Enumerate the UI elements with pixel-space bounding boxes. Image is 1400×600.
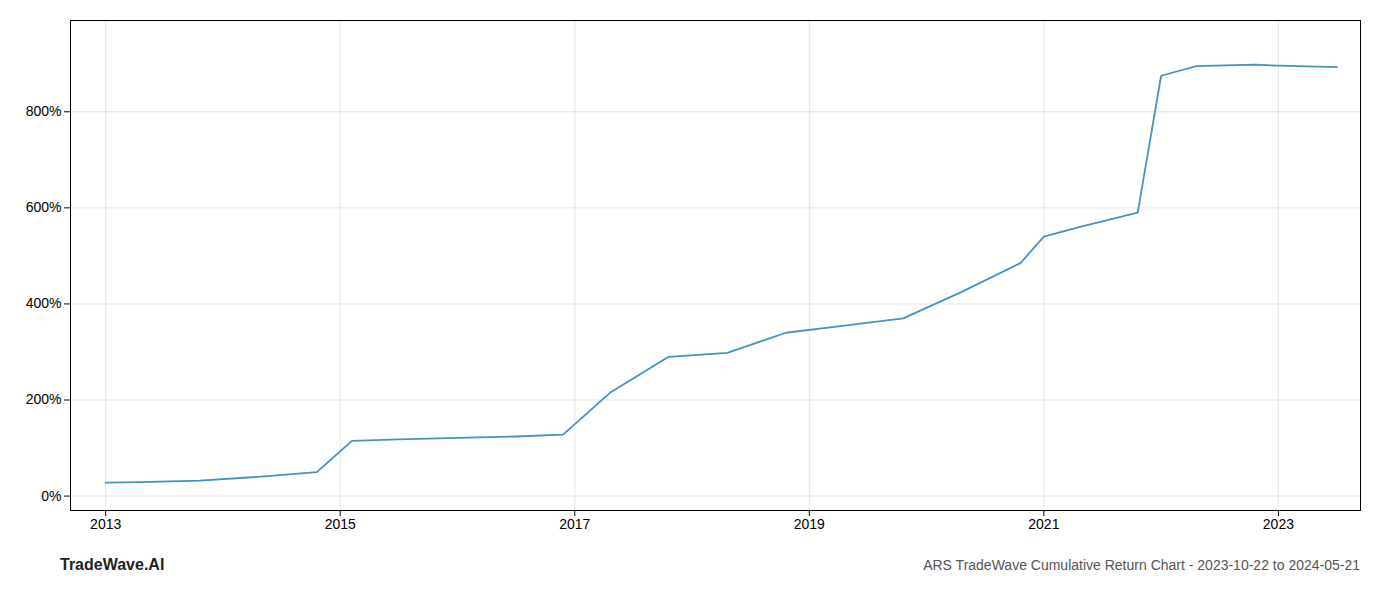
svg-text:600%: 600% xyxy=(26,199,62,215)
svg-text:800%: 800% xyxy=(26,103,62,119)
svg-text:2017: 2017 xyxy=(559,516,590,532)
svg-text:2021: 2021 xyxy=(1028,516,1059,532)
html-text:TradeWave.AI: TradeWave.AI xyxy=(60,556,165,573)
svg-text:0%: 0% xyxy=(41,488,61,504)
svg-text:2023: 2023 xyxy=(1263,516,1294,532)
html-text:ARS TradeWave Cumulative Retur: ARS TradeWave Cumulative Return Chart - … xyxy=(923,557,1360,573)
svg-text:200%: 200% xyxy=(26,391,62,407)
svg-text:2013: 2013 xyxy=(90,516,121,532)
svg-text:2019: 2019 xyxy=(794,516,825,532)
svg-text:2015: 2015 xyxy=(325,516,356,532)
svg-text:400%: 400% xyxy=(26,295,62,311)
